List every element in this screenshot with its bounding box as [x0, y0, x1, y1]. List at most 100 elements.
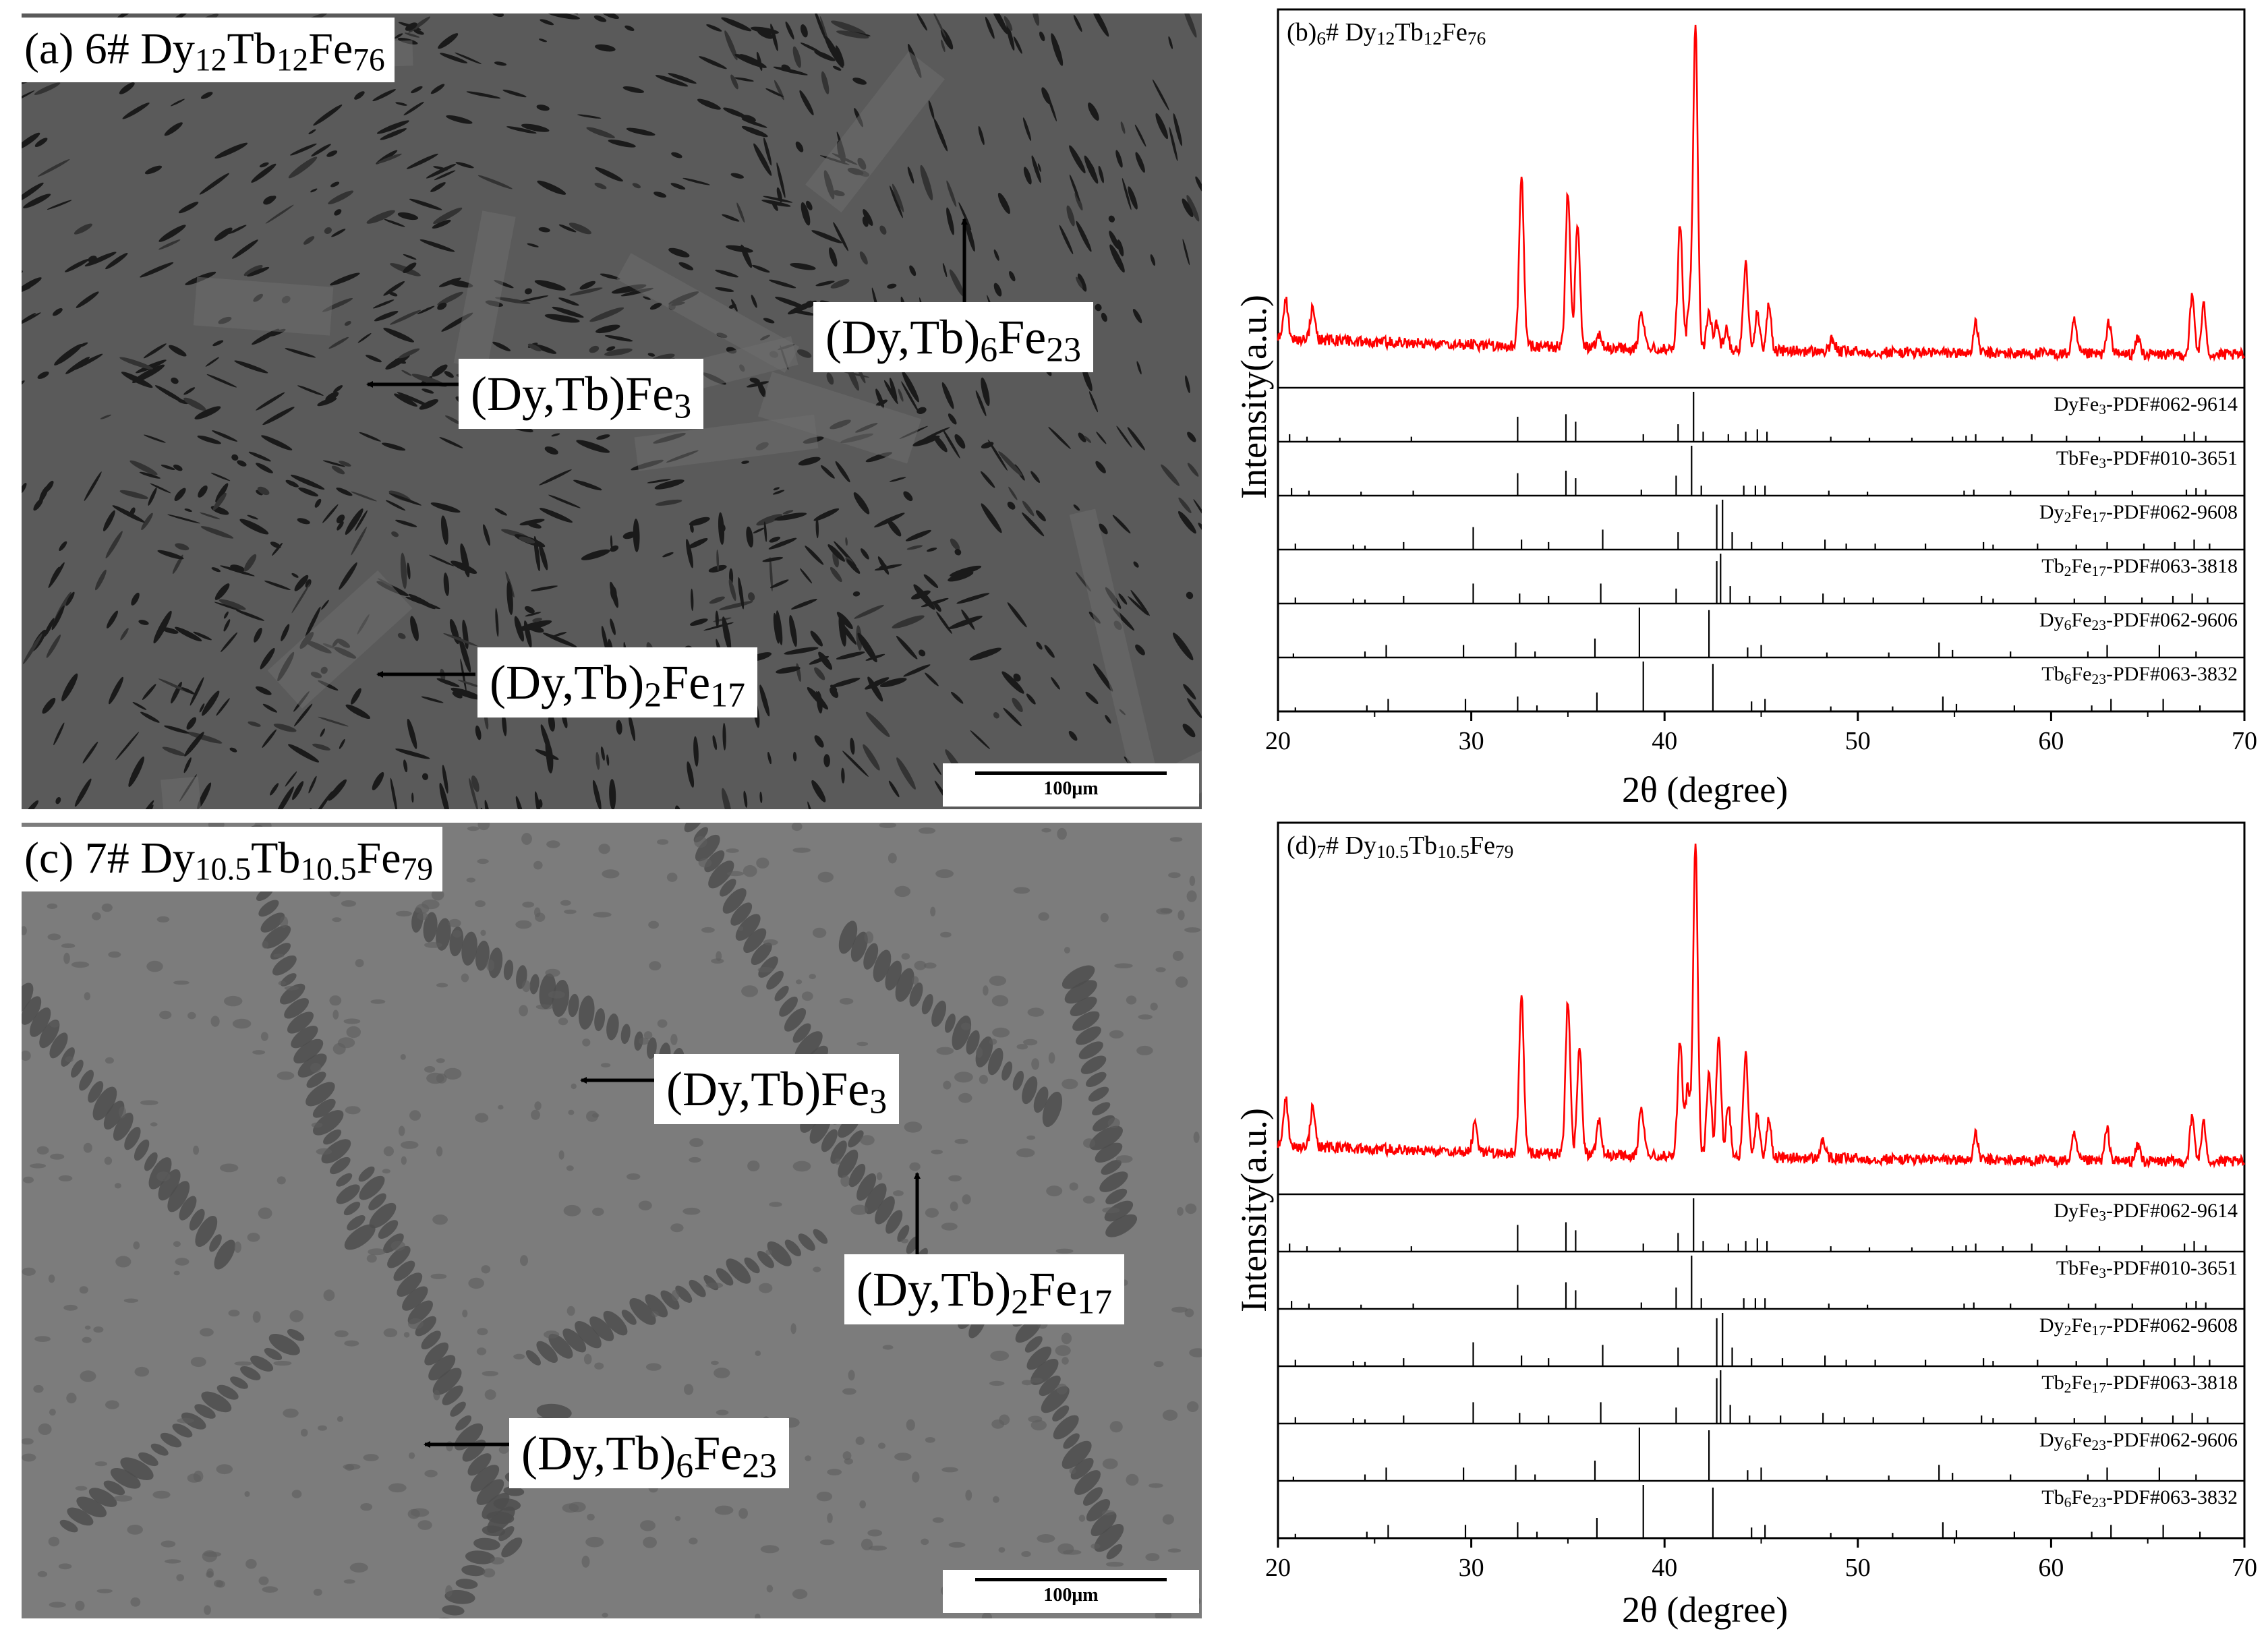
sem-a-rod	[326, 150, 338, 157]
sem-c-dendrite-arm	[536, 1341, 558, 1364]
sem-a-rod	[689, 523, 694, 533]
sem-a-rod	[376, 120, 409, 134]
sem-c-particle	[140, 1100, 158, 1105]
sem-c-particle	[638, 1037, 649, 1045]
sem-c-dendrite-arm	[287, 1012, 314, 1034]
sem-a-rod	[800, 568, 813, 584]
sem-c-particle	[476, 1347, 487, 1355]
sem-a-rod	[933, 762, 941, 775]
sem-a-rod	[907, 167, 914, 184]
sem-c-particle	[49, 1409, 56, 1416]
sem-c-particle	[651, 1311, 659, 1318]
sem-a-rod	[183, 757, 192, 773]
arrows-a	[366, 218, 968, 678]
sem-a-rod	[756, 514, 783, 526]
sem-a-rod	[888, 780, 900, 798]
sem-a-rod	[248, 451, 271, 462]
sem-c-particle	[743, 865, 757, 877]
sem-c-particle	[291, 1490, 302, 1498]
sem-c-dendrite-arm	[444, 1589, 475, 1604]
sem-a-rod	[604, 334, 633, 342]
sem-c-particle	[790, 1323, 796, 1335]
sem-c-particle	[643, 1536, 657, 1548]
sem-a-rod	[558, 224, 577, 233]
sem-c-dendrite-arm	[784, 1008, 807, 1032]
sem-c-particle	[177, 1417, 194, 1424]
sem-a-rod	[609, 779, 616, 809]
sem-a-rod	[1128, 596, 1148, 616]
sem-a-rod	[1022, 512, 1045, 537]
sem-c-dendrite-arm	[344, 1224, 376, 1250]
sem-c-particle	[1175, 976, 1188, 988]
sem-c-dendrite-arm	[1064, 980, 1097, 1004]
sem-a-rod	[842, 751, 869, 777]
sem-a-rod	[768, 537, 797, 550]
sem-a-rod	[805, 200, 813, 210]
sem-a-rod	[1031, 155, 1041, 183]
sem-a-rod	[322, 504, 339, 523]
sem-a-rod	[1091, 13, 1109, 37]
sem-a-rod	[805, 300, 815, 308]
sem-a-rod	[573, 479, 602, 491]
sem-c-dendrite-arm	[1062, 965, 1095, 989]
sem-a-rod	[910, 590, 931, 599]
sem-c-particle	[894, 885, 911, 898]
xrd-reference-label: Tb2Fe17-PDF#063-3818	[2041, 555, 2238, 579]
sem-a-rod	[544, 446, 558, 455]
sem-a-rod	[399, 348, 420, 359]
sem-c-dendrite-arm	[931, 1000, 947, 1027]
sem-a-rod	[59, 541, 67, 551]
sem-a-rod	[765, 88, 784, 98]
sem-a-rod	[212, 492, 227, 510]
sem-a-rod	[1130, 589, 1150, 616]
sem-c-dendrite-arm	[646, 1037, 657, 1059]
sem-c-dendrite-arm	[1094, 1523, 1124, 1552]
sem-a-rod	[998, 451, 1022, 476]
sem-c-dendrite-arm	[76, 1496, 107, 1518]
sem-c-dendrite-arm	[603, 1310, 628, 1336]
sem-a-rod	[366, 210, 395, 224]
sem-c-dendrite-arm	[22, 996, 42, 1025]
sem-c-particle	[156, 916, 170, 922]
sem-a-rod	[49, 566, 60, 586]
sem-a-rod	[1039, 31, 1045, 42]
sem-c-particle	[83, 1142, 92, 1153]
sem-a-rod	[394, 393, 418, 407]
sem-c-particle	[228, 1310, 240, 1317]
sem-c-dendrite-arm	[743, 928, 767, 954]
sem-a-rod	[1004, 16, 1013, 31]
sem-c-particle	[958, 1092, 972, 1103]
sem-a-rod	[312, 743, 330, 751]
sem-c-particle	[1148, 1483, 1163, 1488]
sem-c-particle	[515, 920, 532, 929]
sem-a-rod	[600, 273, 620, 280]
sem-c-particle	[101, 903, 113, 912]
sem-c-particle	[1177, 1206, 1184, 1216]
sem-a-rod	[693, 736, 699, 767]
sem-a-rod	[308, 775, 317, 794]
sem-a-rod	[94, 569, 107, 591]
sem-a-rod	[103, 510, 115, 531]
sem-c-particle	[1171, 1306, 1188, 1313]
sem-a-rod	[798, 457, 821, 466]
sem-a-rod	[1073, 15, 1082, 32]
sem-c-particle	[486, 959, 495, 972]
sem-a-rod	[345, 704, 371, 720]
sem-a-rod	[1169, 127, 1178, 161]
sem-a-rod	[229, 225, 247, 234]
xrd-reference-label: DyFe3-PDF#062-9614	[2054, 1200, 2238, 1224]
sem-c-dendrite-arm	[1092, 1102, 1111, 1116]
sem-a-rod	[633, 519, 640, 552]
sem-a-rod	[243, 264, 263, 276]
sem-c-particle	[92, 912, 101, 920]
xrd-b-title-text: (b)6# Dy12Tb12Fe76	[1287, 18, 1486, 49]
sem-c-particle	[480, 929, 486, 936]
sem-a-rod	[394, 33, 403, 39]
sem-a-rod	[333, 385, 343, 393]
sem-a-rod	[987, 439, 1008, 471]
sem-a-rod	[833, 222, 848, 252]
sem-c-dendrite-arm	[1089, 1125, 1123, 1150]
sem-c-particle	[571, 1083, 577, 1090]
sem-a-rod	[581, 549, 610, 560]
sem-a-rod	[426, 163, 457, 179]
